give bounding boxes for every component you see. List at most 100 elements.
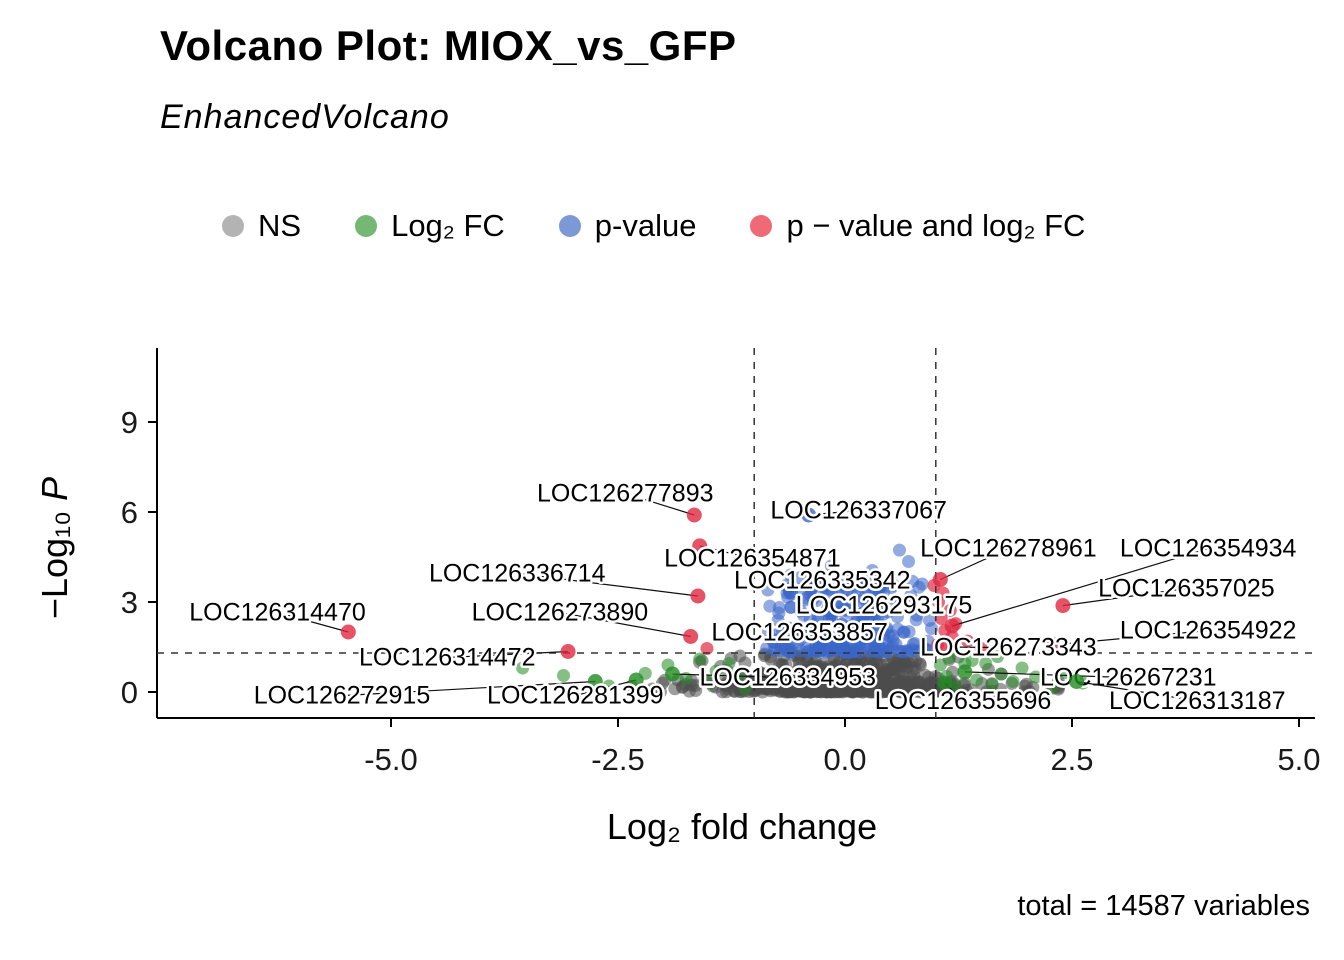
data-point	[731, 670, 745, 684]
labeled-data-point	[801, 507, 817, 523]
point-label: LOC126273343	[920, 634, 1097, 662]
data-point	[693, 652, 707, 666]
labeled-data-point	[683, 629, 699, 644]
y-tick-label: 0	[121, 675, 138, 710]
labeled-data-point	[932, 572, 948, 587]
point-label: LOC126314472	[359, 644, 536, 672]
label-connector-line	[341, 680, 596, 697]
data-point	[824, 559, 838, 573]
legend-item-label: p − value and log₂ FC	[786, 208, 1086, 243]
data-point	[890, 610, 904, 624]
data-point	[881, 605, 895, 619]
data-point	[645, 682, 659, 696]
data-point	[910, 676, 924, 690]
data-point	[782, 621, 796, 635]
data-point	[934, 612, 948, 625]
labeled-data-point	[1055, 598, 1071, 614]
labeled-data-point	[686, 507, 702, 523]
y-tick-label: 3	[121, 585, 138, 620]
point-label: LOC126293175	[796, 592, 973, 620]
pvalue-log2fc-color-swatch-icon	[750, 215, 773, 237]
data-point	[778, 682, 792, 696]
data-point	[802, 644, 816, 658]
x-tick-label: 2.5	[1050, 742, 1093, 777]
log2fc-color-swatch-icon	[355, 215, 378, 237]
label-connector-line	[808, 509, 859, 516]
data-point	[894, 645, 908, 659]
data-point	[918, 642, 932, 656]
data-point	[959, 683, 973, 697]
data-point	[809, 594, 823, 608]
data-point	[821, 586, 835, 600]
label-connector-line	[575, 679, 637, 697]
data-point	[902, 625, 916, 639]
x-tick-label: -5.0	[364, 742, 417, 777]
data-point	[816, 662, 830, 676]
point-label: LOC126277893	[537, 479, 714, 507]
data-point	[879, 684, 893, 698]
legend-item-label: p-value	[594, 208, 697, 243]
labeled-data-point	[690, 588, 706, 604]
data-point	[700, 642, 714, 655]
x-axis-title: Log₂ fold change	[606, 806, 878, 847]
data-point	[945, 630, 959, 643]
label-connector-line	[964, 671, 1129, 679]
data-point	[852, 676, 866, 690]
legend-item-label: NS	[258, 208, 302, 243]
data-point	[943, 603, 957, 617]
legend-item-ns: NS	[222, 208, 301, 244]
data-point	[738, 681, 752, 695]
legend: NS Log₂ FC p-value p − value and log₂ FC	[222, 208, 1085, 244]
point-label: LOC126353857	[711, 619, 888, 647]
data-point	[985, 678, 999, 691]
point-label: LOC126354922	[1120, 617, 1297, 645]
plot-subtitle: EnhancedVolcano	[160, 98, 450, 136]
data-point	[868, 644, 882, 658]
data-point	[865, 564, 879, 577]
data-point	[733, 649, 747, 663]
data-point	[961, 634, 975, 648]
data-point	[784, 568, 798, 582]
labeled-data-point	[692, 538, 708, 554]
data-point	[892, 543, 906, 557]
data-point	[842, 645, 856, 659]
x-tick-label: -2.5	[591, 742, 644, 777]
point-label: LOC126273890	[472, 599, 649, 627]
labeled-data-point	[628, 672, 644, 688]
data-point	[902, 555, 916, 568]
labeled-data-point	[855, 606, 871, 622]
point-label: LOC126314470	[189, 599, 366, 627]
data-point	[516, 661, 530, 675]
data-point	[557, 669, 571, 682]
x-tick-label: 5.0	[1277, 742, 1320, 777]
labeled-data-point	[937, 675, 953, 691]
data-point	[904, 588, 918, 602]
legend-item-label: Log₂ FC	[391, 208, 505, 243]
data-point	[1006, 675, 1020, 688]
data-point	[719, 678, 733, 692]
y-tick-label: 6	[121, 495, 138, 530]
label-connector-line	[517, 572, 698, 597]
data-point	[761, 583, 775, 597]
data-point	[798, 593, 812, 607]
data-point	[835, 617, 849, 631]
data-point	[867, 585, 881, 599]
data-point	[889, 595, 903, 609]
data-point	[891, 622, 905, 636]
label-connector-line	[672, 673, 788, 679]
data-point	[834, 600, 848, 614]
data-point	[847, 621, 861, 635]
point-label: LOC126357025	[1098, 575, 1275, 603]
point-label: LOC126281399	[487, 682, 664, 710]
data-point	[994, 667, 1008, 681]
label-connector-line	[277, 611, 349, 633]
label-connector-line	[447, 650, 569, 659]
data-point	[970, 673, 984, 687]
data-point	[704, 676, 718, 690]
pvalue-color-swatch-icon	[558, 215, 581, 237]
label-connector-line	[1076, 680, 1198, 702]
label-connector-line	[1062, 587, 1187, 607]
label-connector-line	[940, 548, 1009, 581]
data-point	[1015, 661, 1029, 675]
